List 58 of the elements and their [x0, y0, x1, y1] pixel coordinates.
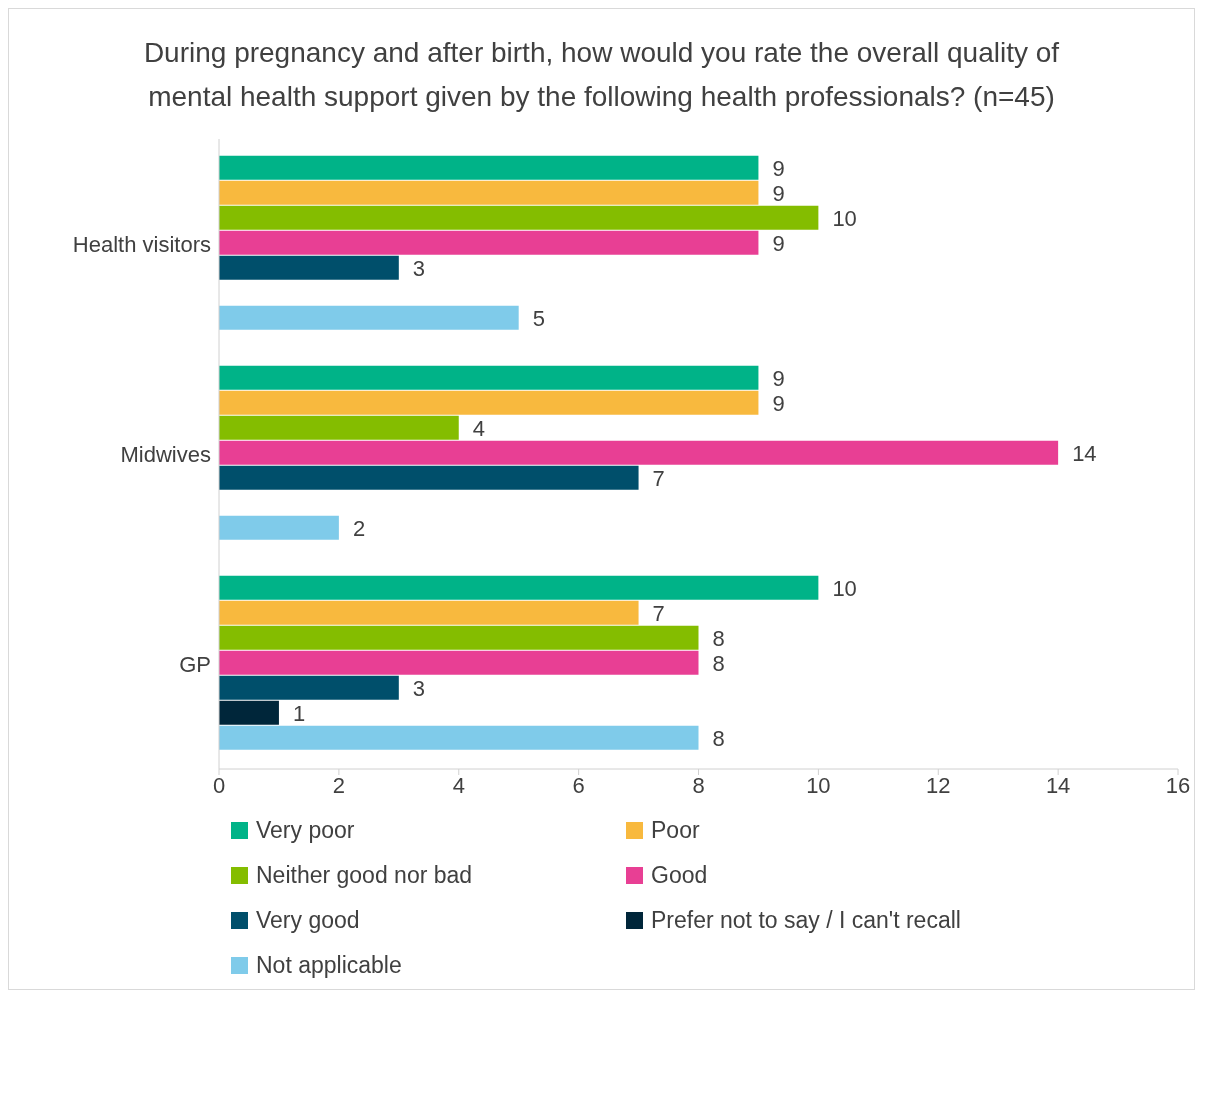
- x-tick-label: 8: [692, 772, 705, 798]
- y-tick-label: Midwives: [120, 441, 211, 467]
- data-label: 9: [772, 365, 785, 391]
- bar: [219, 625, 699, 650]
- legend-label: Neither good nor bad: [256, 862, 473, 889]
- data-label: 8: [712, 725, 725, 751]
- bar: [219, 675, 399, 700]
- bar: [219, 205, 819, 230]
- data-label: 8: [712, 650, 725, 676]
- data-label: 9: [772, 230, 785, 256]
- bar: [219, 650, 699, 675]
- data-label: 14: [1072, 440, 1097, 466]
- legend-label: Very good: [256, 907, 360, 934]
- data-label: 9: [772, 180, 785, 206]
- bar: [219, 305, 519, 330]
- bar: [219, 515, 339, 540]
- data-label: 9: [772, 155, 785, 181]
- data-label: 7: [652, 600, 665, 626]
- bar: [219, 575, 819, 600]
- x-tick-label: 2: [332, 772, 345, 798]
- chart-title: During pregnancy and after birth, how would you rate the overall quality of mental health support given by the following health professionals? (n=45): [142, 36, 1061, 114]
- bar: [219, 440, 1059, 465]
- x-tick-label: 4: [452, 772, 465, 798]
- bar: [219, 390, 759, 415]
- data-label: 8: [712, 625, 725, 651]
- legend-label: Not applicable: [256, 952, 402, 979]
- legend-label: Good: [651, 862, 708, 889]
- data-label: 5: [532, 305, 545, 331]
- data-label: 10: [832, 575, 857, 601]
- bar: [219, 725, 699, 750]
- bar: [219, 465, 639, 490]
- bar: [219, 365, 759, 390]
- data-label: 4: [472, 415, 485, 441]
- data-label: 7: [652, 465, 665, 491]
- data-label: 3: [412, 255, 426, 281]
- bar: [219, 230, 759, 255]
- data-label: 1: [292, 700, 306, 726]
- legend-label: Poor: [651, 817, 700, 844]
- x-tick-label: 12: [926, 772, 951, 798]
- y-tick-label: GP: [179, 651, 211, 677]
- x-tick-label: 0: [212, 772, 226, 798]
- legend-label: Prefer not to say / I can't recall: [651, 907, 961, 934]
- bar: [219, 255, 399, 280]
- data-label: 10: [832, 205, 857, 231]
- y-tick-label: Health visitors: [72, 231, 211, 257]
- data-label: 3: [412, 675, 426, 701]
- data-label: 2: [352, 515, 366, 541]
- x-tick-label: 6: [572, 772, 585, 798]
- bar: [219, 600, 639, 625]
- bar: [219, 180, 759, 205]
- data-label: 9: [772, 390, 785, 416]
- x-tick-label: 10: [806, 772, 831, 798]
- x-tick-label: 16: [1165, 772, 1191, 798]
- x-tick-label: 14: [1045, 772, 1071, 798]
- bar: [219, 415, 459, 440]
- bar: [219, 155, 759, 180]
- legend-label: Very poor: [256, 817, 355, 844]
- bar: [219, 700, 279, 725]
